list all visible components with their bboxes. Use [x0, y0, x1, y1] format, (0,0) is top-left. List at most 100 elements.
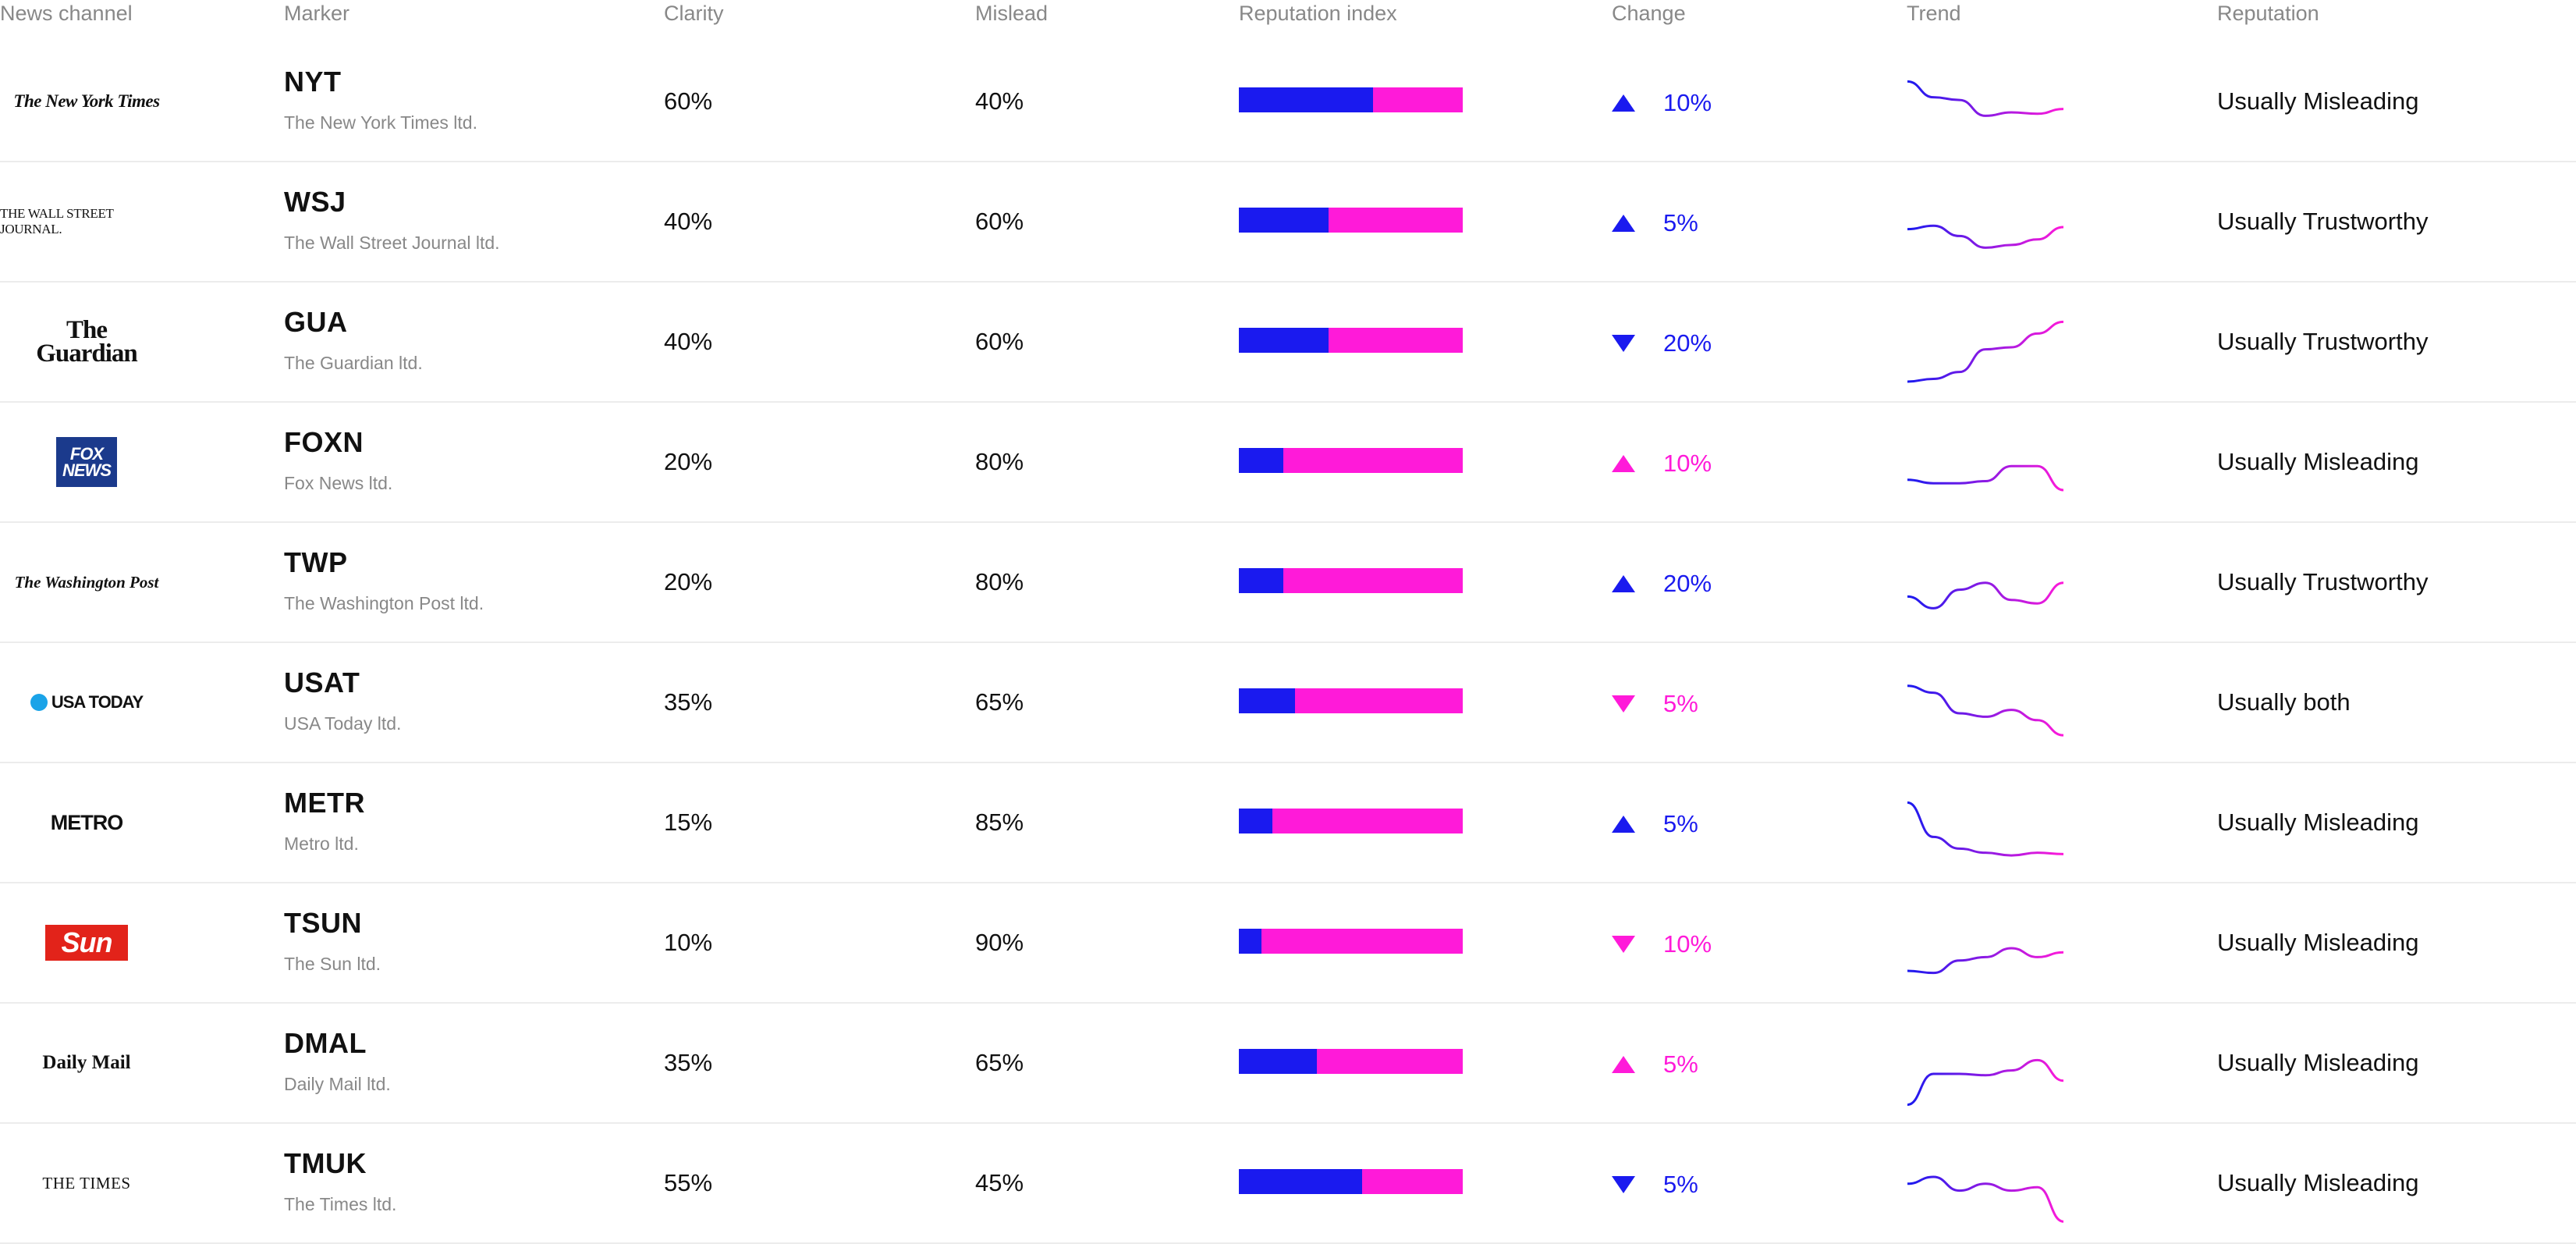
mislead-segment: [1272, 809, 1463, 833]
usa-today-dot: [30, 694, 48, 711]
clarity-value: 15%: [664, 809, 713, 836]
triangle-down-icon: [1612, 1176, 1635, 1193]
mislead-segment: [1328, 208, 1463, 233]
trend-line: [1907, 581, 2064, 610]
table-row[interactable]: The Guardian GUA The Guardian ltd. 40% 6…: [0, 283, 2576, 403]
header-news-channel[interactable]: News channel: [0, 2, 133, 25]
mislead-value: 80%: [975, 448, 1024, 475]
trend-line: [1907, 947, 2064, 975]
table-header: News channel Marker Clarity Mislead Repu…: [0, 0, 2576, 31]
company-name: USA Today ltd.: [284, 713, 402, 734]
mislead-value: 40%: [975, 87, 1024, 115]
triangle-down-icon: [1612, 335, 1635, 352]
usa-today-logo: USA TODAY: [0, 666, 173, 738]
mislead-segment: [1317, 1049, 1463, 1074]
ticker-symbol: NYT: [284, 66, 342, 98]
ticker-symbol: TSUN: [284, 907, 362, 939]
table-row[interactable]: The Washington Post TWP The Washington P…: [0, 523, 2576, 643]
mislead-value: 60%: [975, 208, 1024, 235]
change-value: 20%: [1663, 570, 1712, 597]
triangle-up-icon: [1612, 816, 1635, 833]
triangle-up-icon: [1612, 1056, 1635, 1073]
change-value: 10%: [1663, 450, 1712, 477]
trend-sparkline: [1907, 801, 2064, 857]
reputation-index-bar: [1239, 328, 1463, 353]
mislead-value: 45%: [975, 1169, 1024, 1196]
mislead-value: 65%: [975, 1049, 1024, 1076]
trend-sparkline: [1907, 684, 2064, 737]
trust-segment: [1239, 568, 1284, 593]
header-clarity[interactable]: Clarity: [664, 2, 724, 25]
reputation-index-bar: [1239, 448, 1463, 473]
mislead-value: 80%: [975, 568, 1024, 595]
reputation-index-bar: [1239, 809, 1463, 833]
header-marker[interactable]: Marker: [284, 2, 350, 25]
table-row[interactable]: THE WALL STREET JOURNAL. WSJ The Wall St…: [0, 162, 2576, 283]
reputation-label: Usually Misleading: [2217, 1049, 2419, 1076]
reputation-label: Usually Misleading: [2217, 87, 2419, 115]
mislead-segment: [1283, 568, 1463, 593]
table-row[interactable]: FOX NEWS FOXN Fox News ltd. 20% 80% 10% …: [0, 403, 2576, 523]
trust-segment: [1239, 328, 1329, 353]
change-indicator: 10%: [1612, 87, 1712, 119]
trust-segment: [1239, 87, 1374, 112]
reputation-label: Usually Misleading: [2217, 1169, 2419, 1196]
table-row[interactable]: THE TIMES TMUK The Times ltd. 55% 45% 5%…: [0, 1124, 2576, 1244]
header-reputation[interactable]: Reputation: [2217, 2, 2319, 25]
news-channel-table: The New York Times NYT The New York Time…: [0, 42, 2576, 1244]
table-row[interactable]: Sun TSUN The Sun ltd. 10% 90% 10% Usuall…: [0, 883, 2576, 1004]
table-row[interactable]: USA TODAY USAT USA Today ltd. 35% 65% 5%…: [0, 643, 2576, 763]
change-indicator: 5%: [1612, 1049, 1698, 1080]
table-row[interactable]: The New York Times NYT The New York Time…: [0, 42, 2576, 162]
trend-sparkline: [1907, 581, 2064, 610]
header-mislead[interactable]: Mislead: [975, 2, 1048, 25]
table-row[interactable]: Daily Mail DMAL Daily Mail ltd. 35% 65% …: [0, 1004, 2576, 1124]
header-trend[interactable]: Trend: [1907, 2, 1961, 25]
trend-line: [1907, 1058, 2064, 1107]
company-name: The Times ltd.: [284, 1194, 397, 1214]
company-name: The Wall Street Journal ltd.: [284, 233, 500, 253]
washington-post-logo: The Washington Post: [14, 572, 159, 592]
company-name: Metro ltd.: [284, 833, 359, 854]
change-value: 10%: [1663, 930, 1712, 958]
trend-sparkline: [1907, 464, 2064, 492]
header-reputation-index[interactable]: Reputation index: [1239, 2, 1397, 25]
change-value: 10%: [1663, 89, 1712, 116]
table-row[interactable]: METRO METR Metro ltd. 15% 85% 5% Usually…: [0, 763, 2576, 883]
reputation-label: Usually Misleading: [2217, 448, 2419, 475]
trust-segment: [1239, 929, 1261, 954]
trend-line: [1907, 320, 2064, 383]
change-indicator: 20%: [1612, 568, 1712, 599]
reputation-index-bar: [1239, 1049, 1463, 1074]
reputation-index-bar: [1239, 688, 1463, 713]
trend-line: [1907, 801, 2064, 857]
clarity-value: 55%: [664, 1169, 713, 1196]
trend-line: [1907, 684, 2064, 737]
mislead-segment: [1373, 87, 1463, 112]
daily-mail-logo: Daily Mail: [42, 1052, 131, 1073]
trust-segment: [1239, 688, 1295, 713]
trust-segment: [1239, 809, 1273, 833]
reputation-label: Usually Misleading: [2217, 809, 2419, 836]
change-indicator: 10%: [1612, 448, 1712, 479]
change-value: 5%: [1663, 1050, 1698, 1078]
reputation-label: Usually both: [2217, 688, 2351, 716]
clarity-value: 10%: [664, 929, 713, 956]
company-name: The Sun ltd.: [284, 954, 381, 974]
reputation-index-bar: [1239, 208, 1463, 233]
clarity-value: 35%: [664, 1049, 713, 1076]
trust-segment: [1239, 1169, 1362, 1194]
trend-sparkline: [1907, 80, 2064, 117]
trend-sparkline: [1907, 1058, 2064, 1107]
header-change[interactable]: Change: [1612, 2, 1686, 25]
mislead-segment: [1294, 688, 1463, 713]
change-value: 5%: [1663, 209, 1698, 236]
reputation-label: Usually Trustworthy: [2217, 568, 2429, 595]
change-indicator: 5%: [1612, 809, 1698, 840]
ticker-symbol: USAT: [284, 666, 360, 698]
metro-logo: METRO: [50, 810, 123, 834]
ticker-symbol: DMAL: [284, 1027, 367, 1059]
reputation-index-bar: [1239, 1169, 1463, 1194]
mislead-value: 85%: [975, 809, 1024, 836]
reputation-index-bar: [1239, 568, 1463, 593]
